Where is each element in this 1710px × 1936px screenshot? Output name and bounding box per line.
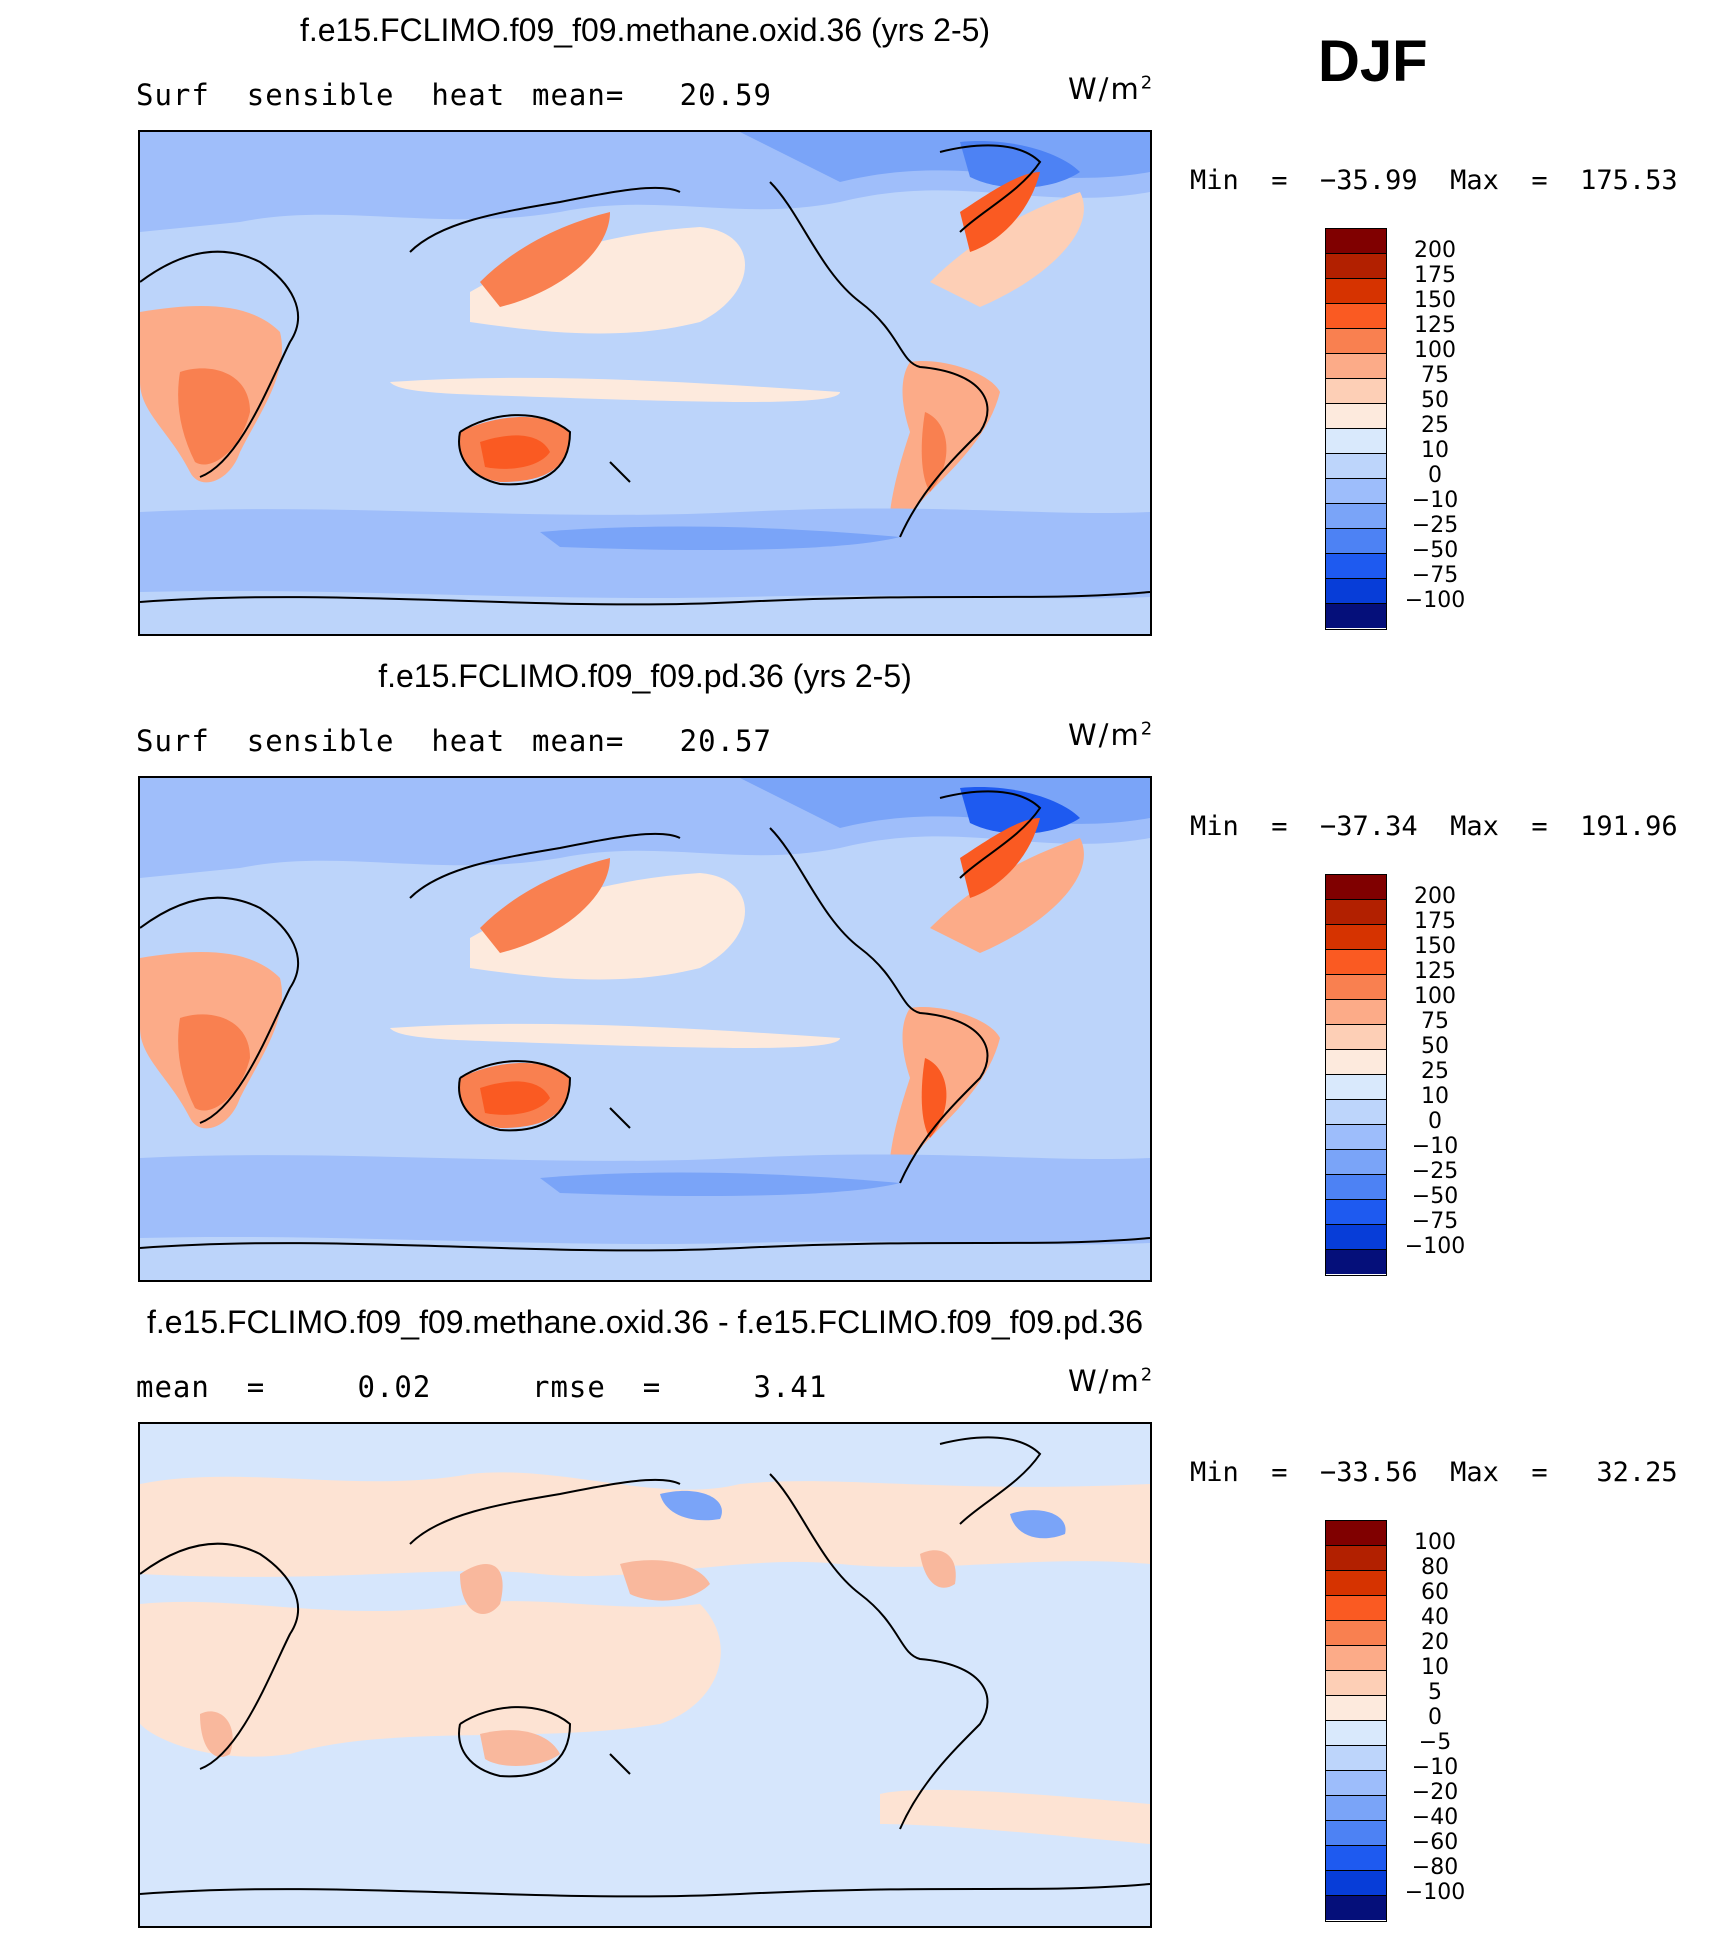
panel-1-mean-label: mean= 20.59 bbox=[532, 78, 772, 112]
panel-3-map-plot bbox=[139, 1424, 1151, 1926]
panel-2-map bbox=[138, 776, 1152, 1282]
colorbar-tick-label: −100 bbox=[1404, 1234, 1466, 1259]
colorbar-tick-label: 10 bbox=[1421, 1084, 1449, 1109]
colorbar-tick-label: 200 bbox=[1414, 238, 1456, 263]
panel-1-map bbox=[138, 130, 1152, 636]
panel-2-variable-label: Surf sensible heat bbox=[136, 724, 506, 758]
colorbar-tick-label: −100 bbox=[1404, 1880, 1466, 1905]
colorbar-tick-label: 200 bbox=[1414, 884, 1456, 909]
panel-2-mean-label: mean= 20.57 bbox=[532, 724, 772, 758]
panel-2-colorbar bbox=[1325, 874, 1387, 1276]
panel-3-map bbox=[138, 1422, 1152, 1928]
panel-1-map-plot bbox=[139, 132, 1151, 634]
colorbar-tick-label: 40 bbox=[1421, 1605, 1449, 1630]
colorbar-tick-label: −50 bbox=[1411, 1184, 1459, 1209]
colorbar-tick-label: 175 bbox=[1414, 263, 1456, 288]
colorbar-tick-label: −10 bbox=[1411, 488, 1459, 513]
colorbar-tick-label: 100 bbox=[1414, 1530, 1456, 1555]
colorbar-tick-label: 175 bbox=[1414, 909, 1456, 934]
panel-3-rmse-label: rmse = 3.41 bbox=[532, 1370, 828, 1404]
colorbar-tick-label: 25 bbox=[1421, 413, 1449, 438]
colorbar-tick-label: 10 bbox=[1421, 438, 1449, 463]
panel-3-colorbar bbox=[1325, 1520, 1387, 1922]
colorbar-tick-label: 0 bbox=[1428, 1705, 1442, 1730]
panel-2-map-plot bbox=[139, 778, 1151, 1280]
panel-1-colorbar bbox=[1325, 228, 1387, 630]
panel-2-units: W/m2 bbox=[1068, 718, 1155, 752]
colorbar-tick-label: 25 bbox=[1421, 1059, 1449, 1084]
colorbar-tick-label: 10 bbox=[1421, 1655, 1449, 1680]
colorbar-tick-label: 125 bbox=[1414, 313, 1456, 338]
colorbar-tick-label: 100 bbox=[1414, 984, 1456, 1009]
colorbar-tick-label: −40 bbox=[1411, 1805, 1459, 1830]
panel-2-title: f.e15.FCLIMO.f09_f09.pd.36 (yrs 2-5) bbox=[378, 658, 912, 694]
colorbar-tick-label: 150 bbox=[1414, 934, 1456, 959]
colorbar-tick-label: −10 bbox=[1411, 1755, 1459, 1780]
colorbar-tick-label: 5 bbox=[1428, 1680, 1442, 1705]
panel-2-min-max: Min = −37.34 Max = 191.96 bbox=[1190, 811, 1678, 842]
panel-1-variable-label: Surf sensible heat bbox=[136, 78, 506, 112]
colorbar-tick-label: −60 bbox=[1411, 1830, 1459, 1855]
colorbar-tick-label: −80 bbox=[1411, 1855, 1459, 1880]
panel-1-units: W/m2 bbox=[1068, 72, 1155, 106]
colorbar-tick-label: −75 bbox=[1411, 563, 1459, 588]
colorbar-tick-label: 0 bbox=[1428, 463, 1442, 488]
colorbar-tick-label: −75 bbox=[1411, 1209, 1459, 1234]
colorbar-tick-label: −100 bbox=[1404, 588, 1466, 613]
colorbar-tick-label: 75 bbox=[1421, 363, 1449, 388]
panel-1-title: f.e15.FCLIMO.f09_f09.methane.oxid.36 (yr… bbox=[299, 12, 991, 48]
colorbar-tick-label: −5 bbox=[1418, 1730, 1452, 1755]
colorbar-tick-label: −50 bbox=[1411, 538, 1459, 563]
colorbar-tick-label: 100 bbox=[1414, 338, 1456, 363]
panel-3-min-max: Min = −33.56 Max = 32.25 bbox=[1190, 1457, 1678, 1488]
colorbar-tick-label: 50 bbox=[1421, 388, 1449, 413]
colorbar-tick-label: −25 bbox=[1411, 513, 1459, 538]
colorbar-tick-label: 80 bbox=[1421, 1555, 1449, 1580]
season-label: DJF bbox=[1318, 29, 1428, 94]
colorbar-tick-label: 150 bbox=[1414, 288, 1456, 313]
colorbar-tick-label: 60 bbox=[1421, 1580, 1449, 1605]
colorbar-tick-label: −10 bbox=[1411, 1134, 1459, 1159]
colorbar-tick-label: 20 bbox=[1421, 1630, 1449, 1655]
colorbar-tick-label: 0 bbox=[1428, 1109, 1442, 1134]
colorbar-tick-label: −25 bbox=[1411, 1159, 1459, 1184]
panel-3-mean-label: mean = 0.02 bbox=[136, 1370, 432, 1404]
colorbar-tick-label: 125 bbox=[1414, 959, 1456, 984]
panel-3-title: f.e15.FCLIMO.f09_f09.methane.oxid.36 - f… bbox=[146, 1304, 1144, 1340]
colorbar-tick-label: 75 bbox=[1421, 1009, 1449, 1034]
panel-1-min-max: Min = −35.99 Max = 175.53 bbox=[1190, 165, 1678, 196]
colorbar-tick-label: 50 bbox=[1421, 1034, 1449, 1059]
panel-3-units: W/m2 bbox=[1068, 1364, 1155, 1398]
colorbar-tick-label: −20 bbox=[1411, 1780, 1459, 1805]
